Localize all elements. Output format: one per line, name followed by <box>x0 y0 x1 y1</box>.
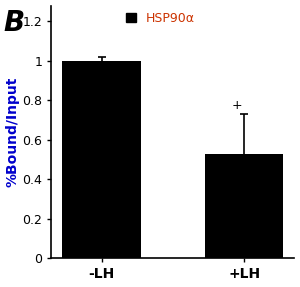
Text: B: B <box>3 9 24 37</box>
Text: +: + <box>232 99 242 112</box>
Bar <box>62 61 141 258</box>
Bar <box>205 154 284 258</box>
Y-axis label: %Bound/Input: %Bound/Input <box>6 77 20 187</box>
Legend: HSP90α: HSP90α <box>126 12 195 25</box>
